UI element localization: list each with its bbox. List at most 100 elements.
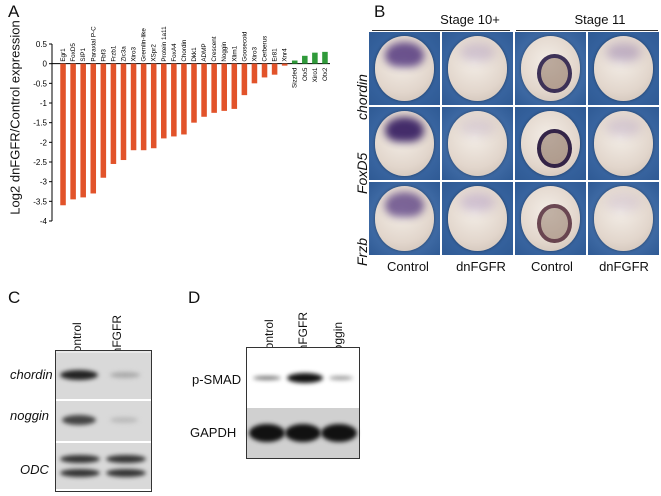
bar <box>60 63 66 206</box>
category-label: XSpr2 <box>151 44 158 62</box>
band-odc-dnfgfr-2 <box>106 469 146 477</box>
band-noggin-dnfgfr <box>110 417 138 423</box>
col-label-control-2: Control <box>531 259 573 274</box>
blot-label-chordin: chordin <box>10 367 53 382</box>
embryo-stain <box>385 191 424 218</box>
bar <box>70 63 76 200</box>
category-label: Xiro3 <box>251 46 258 61</box>
bar <box>110 63 117 164</box>
blot-label-psmad: p-SMAD <box>192 372 242 387</box>
embryo-photo <box>515 107 586 180</box>
embryo-stain <box>459 42 496 63</box>
bar <box>261 63 268 78</box>
embryo-stain <box>605 192 642 213</box>
category-label: Protein 1a11 <box>161 26 168 62</box>
category-label: Zic3a <box>120 46 127 62</box>
embryo-stain <box>459 117 496 138</box>
bar <box>171 63 177 137</box>
bar <box>231 63 238 109</box>
category-label: Chordin <box>181 39 188 62</box>
category-label: Sizzled <box>292 67 299 88</box>
bar <box>181 63 187 135</box>
bar <box>191 63 197 123</box>
stage-label-1: Stage 10+ <box>440 12 500 27</box>
stage-bracket-2 <box>516 30 658 31</box>
bar <box>150 63 157 149</box>
category-label: Fbf3 <box>100 49 107 62</box>
band-odc-control-1 <box>60 455 100 463</box>
embryo <box>447 36 508 101</box>
embryo <box>593 36 654 101</box>
embryo-blastopore <box>537 204 572 244</box>
band-psmad-control <box>253 376 281 380</box>
embryo-image-grid <box>369 32 661 256</box>
col-label-dnfgfr-2: dnFGFR <box>599 259 649 274</box>
category-label: Er81 <box>272 48 279 62</box>
embryo-photo <box>515 182 586 255</box>
bar <box>241 63 248 96</box>
band-gapdh-noggin <box>321 424 357 442</box>
embryo <box>447 186 508 251</box>
panel-label-b: B <box>374 2 386 21</box>
embryo-blastopore <box>537 129 572 169</box>
row-label-foxd5: FoxD5 <box>354 152 370 194</box>
embryo-photo <box>515 32 586 105</box>
embryo <box>520 111 581 176</box>
blot-row-odc <box>56 443 151 491</box>
y-tick-label: -0.5 <box>33 79 47 88</box>
embryo-blastopore <box>537 54 572 94</box>
category-label: Frzb1 <box>110 45 117 62</box>
category-label: SIP1 <box>80 48 87 62</box>
blot-label-gapdh: GAPDH <box>190 425 237 440</box>
category-label: Paraxial P-C <box>90 26 97 62</box>
band-gapdh-control <box>249 424 285 442</box>
band-chordin-control <box>60 370 98 380</box>
category-label: Xiro3 <box>131 46 138 61</box>
embryo-photo <box>369 182 440 255</box>
embryo-photo <box>588 107 659 180</box>
row-label-chordin: chordin <box>354 74 370 120</box>
panel-label-c: C <box>8 288 21 307</box>
embryo-photo <box>442 107 513 180</box>
category-label: Noggin <box>221 41 228 61</box>
category-label: Xiro1 <box>312 67 319 82</box>
band-odc-control-2 <box>60 469 100 477</box>
y-tick-label: 0.5 <box>36 40 48 49</box>
y-tick-label: 0 <box>43 60 48 69</box>
category-label: Dkk1 <box>191 47 198 62</box>
embryo-photo <box>369 107 440 180</box>
y-tick-label: -2 <box>40 138 48 147</box>
embryo-photo <box>442 32 513 105</box>
embryo <box>374 186 435 251</box>
band-odc-dnfgfr-1 <box>106 455 146 463</box>
blot-row-psmad <box>247 348 359 406</box>
category-label: Xnr4 <box>282 48 289 62</box>
bar <box>90 63 97 194</box>
band-psmad-noggin <box>329 376 353 380</box>
bar <box>251 63 258 84</box>
bar <box>140 63 147 151</box>
y-tick-label: -3.5 <box>33 197 47 206</box>
category-label: ADMP <box>201 43 208 61</box>
bar <box>291 60 298 64</box>
category-label: Gremlin-like <box>141 28 148 62</box>
category-label: Xlim1 <box>231 45 238 61</box>
blot-label-odc: ODC <box>20 462 49 477</box>
col-label-dnfgfr-1: dnFGFR <box>456 259 506 274</box>
bar <box>120 63 127 161</box>
category-label: Otx5 <box>302 67 309 81</box>
y-tick-label: -1 <box>40 99 48 108</box>
bar <box>281 63 288 66</box>
panel-label-a: A <box>8 2 20 21</box>
y-tick-label: -2.5 <box>33 158 47 167</box>
embryo-photo <box>369 32 440 105</box>
embryo-photo <box>588 182 659 255</box>
stage-bracket-1 <box>372 30 510 31</box>
bar <box>221 63 227 111</box>
category-label: Crescent <box>211 36 218 61</box>
embryo <box>593 111 654 176</box>
embryo <box>374 36 435 101</box>
blot-label-noggin: noggin <box>10 408 50 423</box>
blot-row-gapdh <box>247 408 359 458</box>
category-label: Goosecoid <box>241 31 248 62</box>
